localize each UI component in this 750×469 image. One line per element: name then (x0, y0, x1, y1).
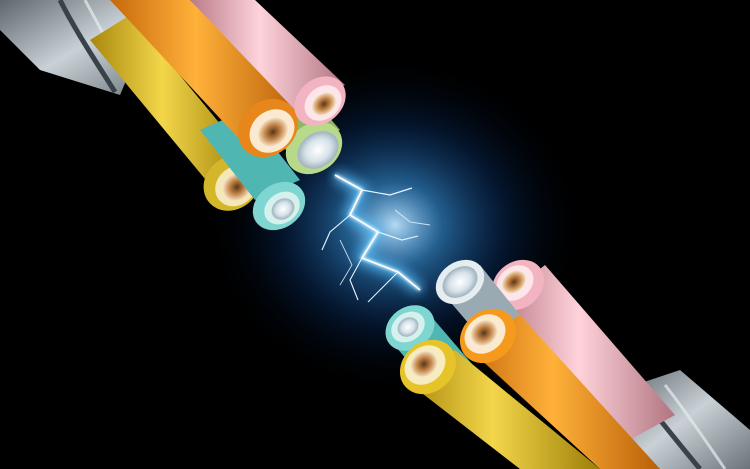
orange-wire-lower (459, 308, 660, 469)
cyan-wire-upper (200, 110, 306, 231)
lower-right-cable (385, 259, 750, 469)
upper-left-cable (0, 0, 346, 231)
lightning-spark (321, 170, 431, 303)
pink-wire-lower (491, 259, 675, 445)
yellow-wire-lower (399, 339, 600, 469)
orange-wire-upper (110, 0, 300, 158)
pink-wire-upper (190, 0, 346, 126)
